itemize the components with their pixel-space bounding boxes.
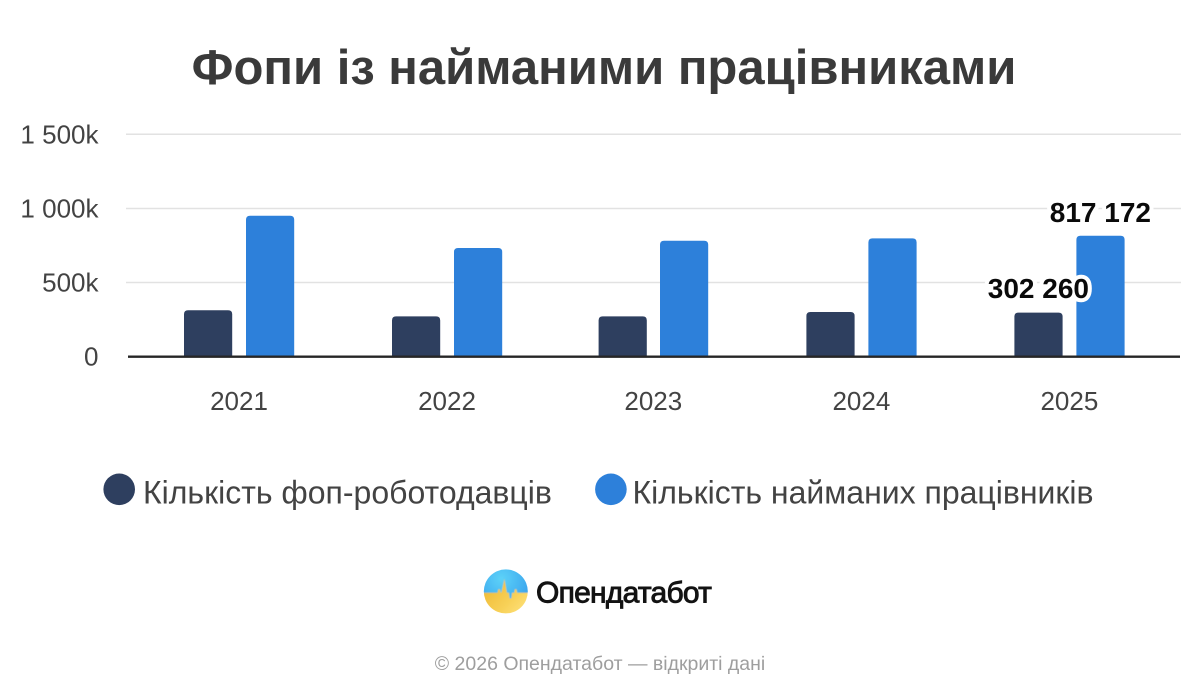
svg-text:817 172: 817 172 — [1050, 197, 1151, 228]
svg-text:0: 0 — [84, 342, 98, 372]
svg-text:2023: 2023 — [624, 386, 682, 416]
svg-text:500k: 500k — [42, 268, 99, 298]
svg-text:Фопи із найманими працівниками: Фопи із найманими працівниками — [192, 41, 1017, 95]
svg-text:Опендатабот: Опендатабот — [536, 577, 712, 610]
svg-text:© 2026 Опендатабот — відкриті: © 2026 Опендатабот — відкриті дані — [435, 653, 765, 675]
svg-text:1 500k: 1 500k — [20, 120, 99, 150]
svg-text:1 000k: 1 000k — [20, 194, 99, 224]
svg-text:2024: 2024 — [832, 386, 890, 416]
svg-text:Кількість найманих працівників: Кількість найманих працівників — [633, 475, 1094, 511]
svg-text:Кількість фоп-роботодавців: Кількість фоп-роботодавців — [143, 475, 552, 511]
svg-text:2021: 2021 — [210, 386, 268, 416]
svg-text:2022: 2022 — [418, 386, 476, 416]
svg-text:2025: 2025 — [1040, 386, 1098, 416]
svg-text:302 260: 302 260 — [988, 273, 1089, 304]
